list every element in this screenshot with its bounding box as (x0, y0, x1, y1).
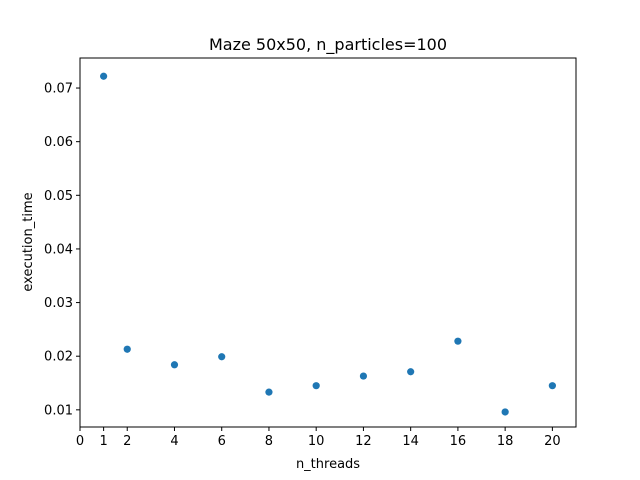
plot-area-frame (79, 57, 577, 428)
y-tick-label: 0.07 (44, 82, 73, 97)
x-tick-label: 14 (402, 434, 419, 449)
x-tick-label: 18 (497, 434, 514, 449)
y-tick-label: 0.03 (44, 296, 73, 311)
data-point (265, 388, 273, 396)
x-tick-label: 10 (308, 434, 325, 449)
y-tick-label: 0.06 (44, 135, 73, 150)
x-tick-label: 20 (544, 434, 561, 449)
x-tick-label: 6 (218, 434, 226, 449)
data-point (359, 372, 368, 380)
data-point (218, 353, 226, 361)
x-tick-label: 16 (450, 434, 467, 449)
x-tick-label: 0 (76, 434, 84, 449)
y-axis-label: execution_time (21, 192, 36, 291)
data-point (100, 72, 108, 80)
y-tick-label: 0.04 (44, 242, 73, 257)
data-point (407, 368, 415, 376)
data-point (548, 382, 556, 390)
y-tick-label: 0.01 (44, 403, 73, 418)
y-tick-label: 0.02 (44, 350, 73, 365)
y-axis-ticks: 0.01 0.02 0.03 0.04 0.05 0.06 0.07 (44, 82, 80, 418)
x-tick-label: 1 (99, 434, 107, 449)
x-axis-ticks: 0 1 2 4 6 8 10 12 14 16 18 20 (76, 427, 561, 449)
data-points (100, 72, 556, 416)
data-point (312, 382, 320, 390)
x-axis-label: n_threads (296, 457, 360, 472)
x-tick-label: 2 (123, 434, 131, 449)
data-point (454, 337, 462, 345)
x-tick-label: 12 (355, 434, 372, 449)
y-tick-label: 0.05 (44, 189, 73, 204)
data-point (123, 345, 131, 353)
x-tick-label: 8 (265, 434, 273, 449)
chart-title: Maze 50x50, n_particles=100 (209, 35, 447, 55)
data-point (501, 408, 509, 416)
x-tick-label: 4 (170, 434, 178, 449)
data-point (170, 361, 179, 369)
